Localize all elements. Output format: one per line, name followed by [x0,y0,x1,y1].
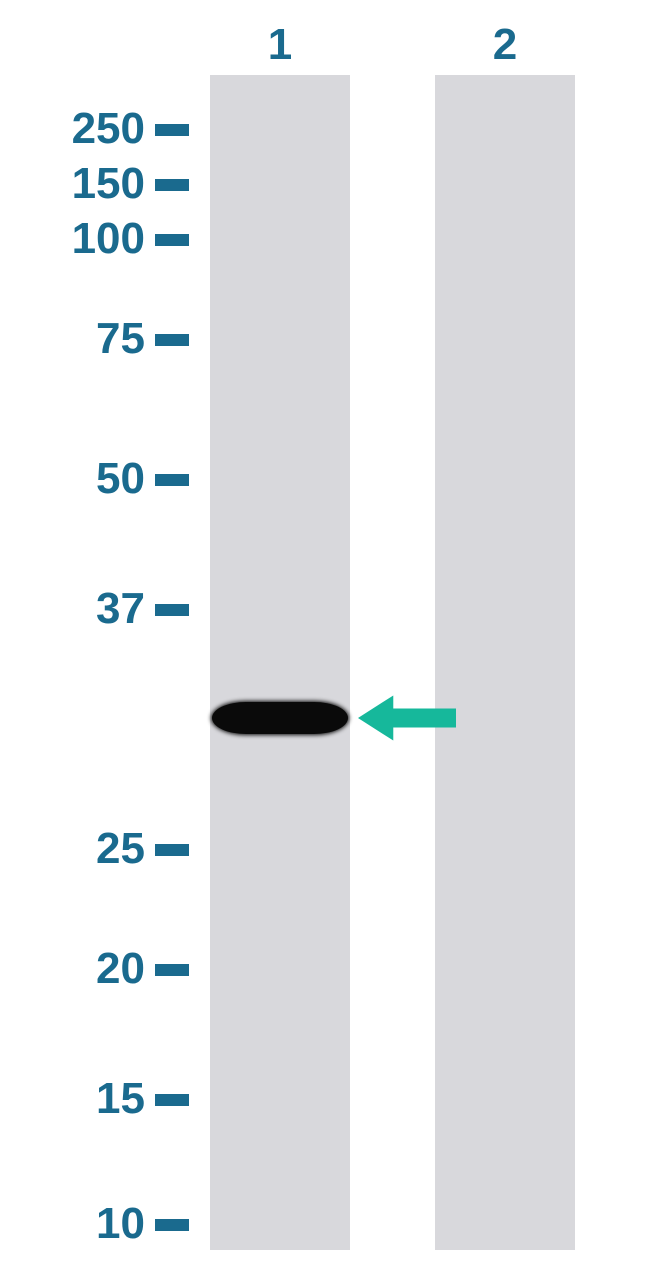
arrow-polygon [358,695,456,740]
lane-1-strip [210,75,350,1250]
protein-band-lane-1 [212,702,348,734]
marker-dash-250 [155,124,189,136]
marker-label-250: 250 [25,104,145,154]
marker-label-37: 37 [25,584,145,634]
lane-2-header: 2 [475,20,535,70]
marker-dash-50 [155,474,189,486]
marker-label-100: 100 [25,214,145,264]
lane-1-header: 1 [250,20,310,70]
western-blot-figure: 1 2 250 150 100 75 50 37 25 20 15 10 [0,0,650,1270]
marker-label-75: 75 [25,314,145,364]
marker-dash-25 [155,844,189,856]
marker-label-15: 15 [25,1074,145,1124]
marker-label-10: 10 [25,1199,145,1249]
marker-dash-100 [155,234,189,246]
marker-dash-10 [155,1219,189,1231]
lane-2-strip [435,75,575,1250]
marker-label-50: 50 [25,454,145,504]
marker-dash-20 [155,964,189,976]
marker-dash-37 [155,604,189,616]
marker-dash-15 [155,1094,189,1106]
arrow-icon [358,692,456,744]
marker-label-25: 25 [25,824,145,874]
marker-dash-150 [155,179,189,191]
marker-label-150: 150 [25,159,145,209]
marker-label-20: 20 [25,944,145,994]
marker-dash-75 [155,334,189,346]
